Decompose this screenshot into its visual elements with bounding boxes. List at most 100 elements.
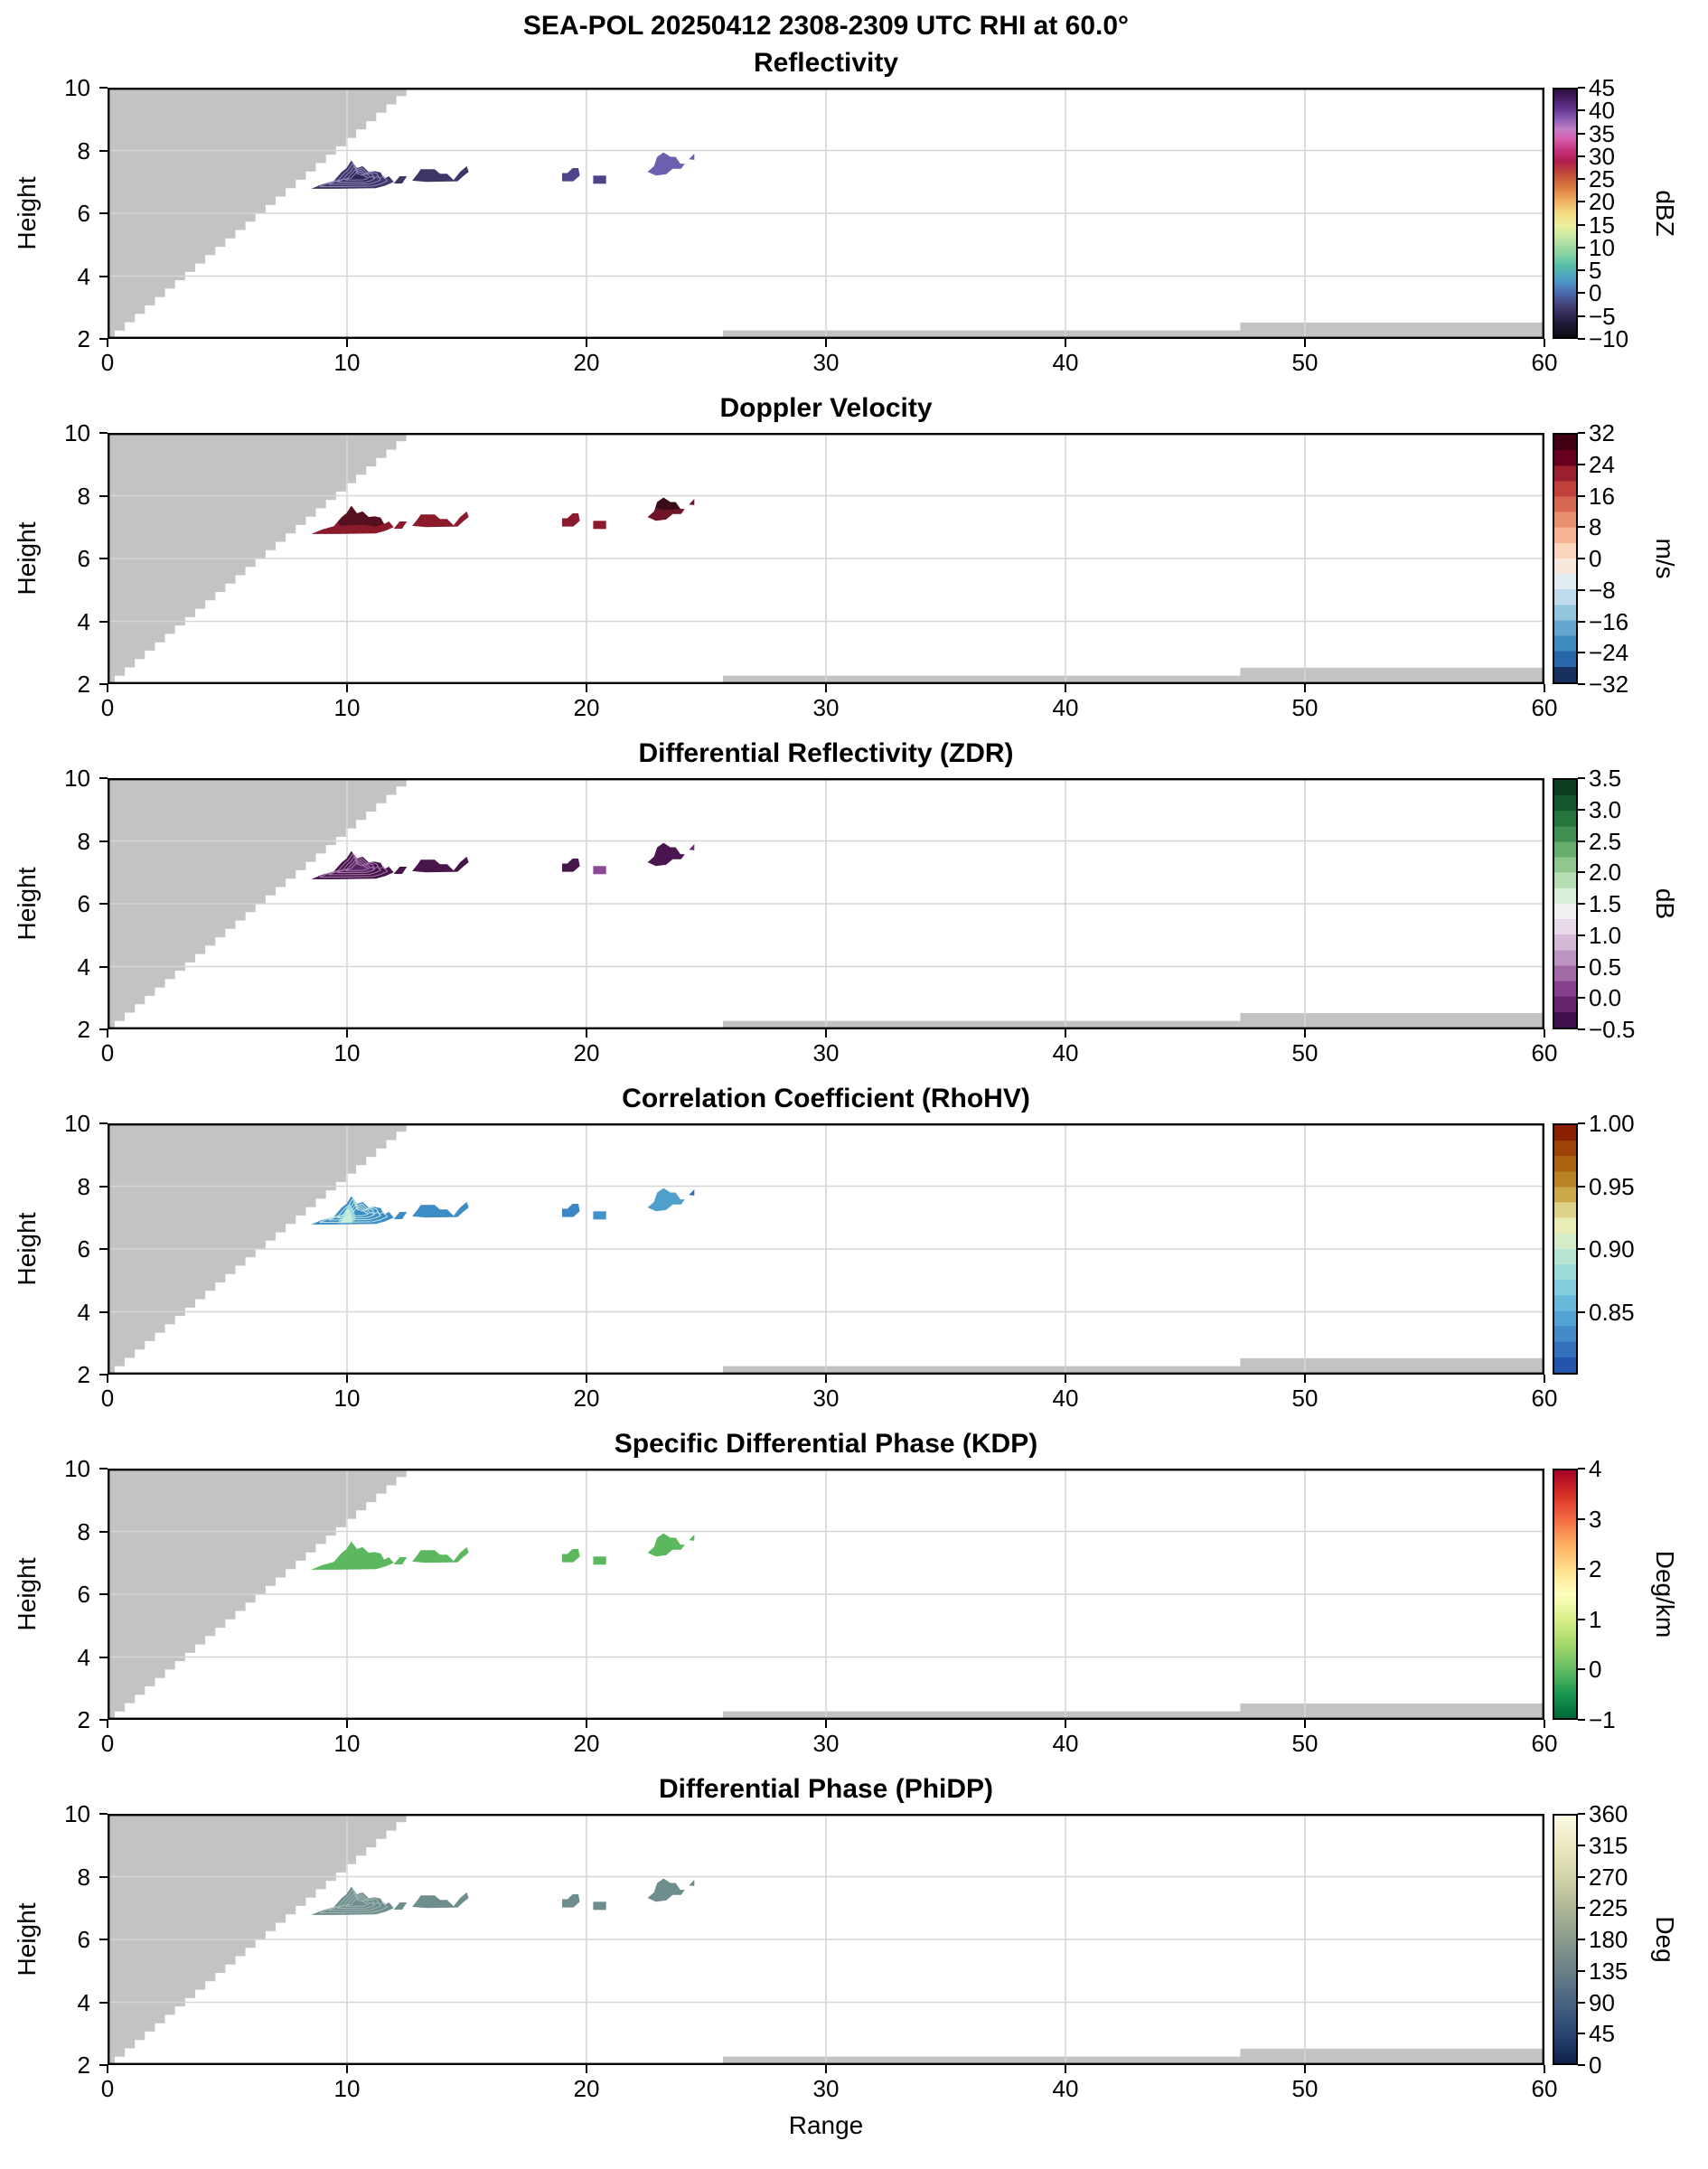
echo-band xyxy=(412,511,469,528)
colorbar-tickmark xyxy=(1578,1907,1585,1909)
x-tick-label: 0 xyxy=(100,1039,115,1066)
y-tickmark xyxy=(99,558,108,559)
y-tick-label: 4 xyxy=(77,1299,90,1326)
x-tickmark xyxy=(825,339,827,347)
axes-spines xyxy=(108,88,1544,339)
echo-cell-2 xyxy=(593,521,606,530)
colorbar-tick-label: 225 xyxy=(1589,1894,1628,1921)
echo-fragment xyxy=(393,1212,408,1219)
echo-speck xyxy=(689,1189,695,1196)
y-tickmark xyxy=(99,777,108,779)
x-tick-label: 50 xyxy=(1291,1039,1319,1066)
blocked-region-ground xyxy=(723,1703,1544,1720)
echo-contour-line xyxy=(328,1201,381,1221)
y-tick-label: 4 xyxy=(77,263,90,290)
colorbar-tickmark xyxy=(1578,133,1585,135)
colorbar-tickmark xyxy=(1578,201,1585,202)
colorbar-tickmark xyxy=(1578,432,1585,434)
colorbar-tickmark xyxy=(1578,934,1585,936)
colorbar-tickmark xyxy=(1578,464,1585,465)
x-tick-label: 10 xyxy=(333,1385,361,1412)
x-tick-label: 10 xyxy=(333,694,361,721)
x-tickmark xyxy=(1304,684,1306,692)
echo-cell-2 xyxy=(593,1211,606,1220)
panel-title-rhohv: Correlation Coefficient (RhoHV) xyxy=(622,1084,1030,1113)
x-tick-label: 30 xyxy=(812,1730,840,1757)
plot-area-velocity xyxy=(108,433,1544,684)
x-tickmark xyxy=(825,684,827,692)
echo-cell-1 xyxy=(562,1894,580,1908)
y-tick-label: 4 xyxy=(77,1989,90,2016)
x-tickmark xyxy=(1544,1375,1545,1383)
echo-elevated xyxy=(647,1878,685,1902)
echo-cell-2 xyxy=(593,1901,606,1911)
echo-cell-1 xyxy=(562,1204,580,1217)
colorbar-tickmark xyxy=(1578,1939,1585,1940)
echo-cell-2 xyxy=(593,1556,606,1565)
colorbar-tickmark xyxy=(1578,997,1585,999)
x-tickmark xyxy=(1304,339,1306,347)
y-tickmark xyxy=(99,432,108,434)
colorbar-tickmark xyxy=(1578,87,1585,89)
x-tickmark xyxy=(346,1720,348,1728)
colorbar-kdp xyxy=(1553,1469,1578,1720)
y-tickmark xyxy=(99,1311,108,1313)
x-tickmark xyxy=(825,1029,827,1038)
x-tickmark xyxy=(1065,684,1066,692)
x-tickmark xyxy=(346,684,348,692)
y-tick-label: 6 xyxy=(77,890,90,917)
y-tick-label: 10 xyxy=(64,1800,90,1827)
x-tickmark xyxy=(1544,2065,1545,2073)
y-tickmark xyxy=(99,276,108,277)
echo-elevated-upper-shade xyxy=(655,497,680,510)
colorbar-tick-label: 0 xyxy=(1589,279,1602,306)
echo-contour-line xyxy=(328,1892,381,1911)
y-tick-label: 8 xyxy=(77,1864,90,1891)
x-tickmark xyxy=(107,1029,108,1038)
blocked-region-ground xyxy=(723,1012,1544,1029)
echo-contour-line xyxy=(319,1197,389,1223)
y-tickmark xyxy=(99,1122,108,1124)
colorbar-tick-label: −10 xyxy=(1589,325,1629,352)
echo-cell-1 xyxy=(562,859,580,872)
colorbar-tick-label: −8 xyxy=(1589,577,1616,604)
echo-elevated xyxy=(647,152,685,176)
echo-contour-line xyxy=(336,859,375,873)
colorbar-tickmark xyxy=(1578,1122,1585,1124)
y-axis-label: Height xyxy=(13,1557,41,1631)
x-tick-label: 20 xyxy=(573,1039,600,1066)
echo-cell-1 xyxy=(562,168,580,182)
colorbar-unit-label: Deg/km xyxy=(1651,1550,1679,1638)
colorbar-tick-label: −1 xyxy=(1589,1706,1616,1733)
colorbar-unit-label: Deg xyxy=(1651,1916,1679,1963)
echo-contour-line xyxy=(319,852,389,878)
echo-speck xyxy=(689,154,695,160)
echo-speck xyxy=(689,1880,695,1886)
y-tickmark xyxy=(99,87,108,89)
colorbar-tickmark xyxy=(1578,589,1585,591)
colorbar-tick-label: 0.5 xyxy=(1589,953,1622,981)
echo-band xyxy=(412,1892,469,1909)
colorbar-tick-label: 45 xyxy=(1589,2020,1615,2047)
colorbar-tick-label: 15 xyxy=(1589,211,1615,239)
colorbar-tick-label: 2.5 xyxy=(1589,828,1622,855)
x-tickmark xyxy=(1544,1720,1545,1728)
axes-spines xyxy=(108,1814,1544,2065)
plot-area-rhohv xyxy=(108,1123,1544,1375)
colorbar-unit-label: dB xyxy=(1651,887,1679,920)
colorbar-tickmark xyxy=(1578,2002,1585,2004)
x-tick-label: 0 xyxy=(100,1730,115,1757)
echo-contour-line xyxy=(344,861,370,871)
x-tickmark xyxy=(346,339,348,347)
x-tick-label: 30 xyxy=(812,1039,840,1066)
echo-speck xyxy=(689,844,695,850)
y-tickmark xyxy=(99,495,108,497)
colorbar-tick-label: 5 xyxy=(1589,257,1602,284)
x-tickmark xyxy=(586,339,587,347)
echo-contour-line xyxy=(319,162,389,187)
x-tickmark xyxy=(1304,2065,1306,2073)
colorbar-tick-label: 360 xyxy=(1589,1800,1628,1827)
x-tick-label: 0 xyxy=(100,1385,115,1412)
echo-band xyxy=(412,165,469,183)
